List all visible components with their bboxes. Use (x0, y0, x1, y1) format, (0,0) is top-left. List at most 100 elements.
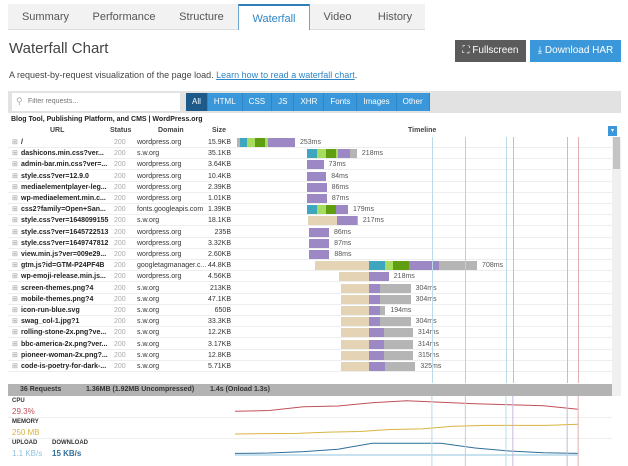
timing-queued-bar (340, 283, 369, 293)
table-row[interactable]: ⊞ style.css?ver=1645722513 200 wordpress… (8, 227, 612, 238)
scrollbar[interactable] (612, 137, 621, 396)
table-row[interactable]: ⊞ style.css?ver=1649747812 200 wordpress… (8, 238, 612, 249)
expand-icon[interactable]: ⊞ (12, 206, 18, 214)
cpu-line (234, 400, 579, 412)
filter-xhr[interactable]: XHR (294, 93, 325, 111)
expand-icon[interactable]: ⊞ (12, 183, 18, 191)
col-timeline[interactable]: Timeline (408, 127, 437, 134)
table-row[interactable]: ⊞ wp-emoji-release.min.js... 200 wordpre… (8, 271, 612, 283)
table-row[interactable]: ⊞ wp-mediaelement.min.c... 200 wordpress… (8, 193, 612, 204)
table-row[interactable]: ⊞ gtm.js?id=GTM-P24PF4B 200 googletagman… (8, 260, 612, 272)
table-row[interactable]: ⊞ style.css?ver=1648099155 200 s.w.org 1… (8, 215, 612, 227)
filter-all[interactable]: All (186, 93, 208, 111)
request-domain: wordpress.org (137, 228, 182, 236)
learn-link[interactable]: Learn how to read a waterfall chart (216, 70, 355, 80)
request-domain: wordpress.org (137, 161, 182, 169)
download-label: DOWNLOAD (52, 440, 88, 446)
expand-icon[interactable]: ⊞ (12, 295, 18, 303)
request-url: pioneer-woman-2x.png?... (21, 351, 108, 359)
expand-icon[interactable]: ⊞ (12, 273, 18, 281)
table-row[interactable]: ⊞ css2?family=Open+San... 200 fonts.goog… (8, 204, 612, 216)
timeline-menu-icon[interactable]: ▾ (608, 126, 617, 136)
tab-structure[interactable]: Structure (179, 11, 224, 23)
filter-other[interactable]: Other (396, 93, 430, 111)
col-size[interactable]: Size (212, 127, 227, 134)
timing-wait-bar (368, 294, 380, 304)
table-row[interactable]: ⊞ swag_col-1.jpg?1 200 s.w.org 33.3KB 304… (8, 316, 612, 328)
filter-images[interactable]: Images (357, 93, 397, 111)
table-row[interactable]: ⊞ code-is-poetry-for-dark-... 200 s.w.or… (8, 361, 612, 372)
expand-icon[interactable]: ⊞ (12, 262, 18, 270)
expand-icon[interactable]: ⊞ (12, 172, 18, 180)
request-size: 1.39KB (208, 206, 231, 214)
request-size: 33.3KB (208, 318, 231, 326)
expand-icon[interactable]: ⊞ (12, 329, 18, 337)
memory-value: 250 MB (12, 428, 40, 437)
request-status: 200 (114, 217, 126, 225)
table-row[interactable]: ⊞ dashicons.min.css?ver... 200 s.w.org 3… (8, 148, 612, 160)
table-row[interactable]: ⊞ pioneer-woman-2x.png?... 200 s.w.org 1… (8, 350, 612, 361)
divider (8, 438, 612, 439)
request-status: 200 (114, 195, 126, 202)
table-row[interactable]: ⊞ mediaelementplayer-leg... 200 wordpres… (8, 182, 612, 193)
table-row[interactable]: ⊞ icon-run-blue.svg 200 s.w.org 650B 194m… (8, 305, 612, 316)
request-status: 200 (114, 329, 126, 337)
col-domain[interactable]: Domain (158, 127, 184, 134)
table-row[interactable]: ⊞ / 200 wordpress.org 15.9KB 253ms (8, 137, 612, 148)
expand-icon[interactable]: ⊞ (12, 139, 18, 146)
table-row[interactable]: ⊞ style.css?ver=12.9.0 200 wordpress.org… (8, 171, 612, 182)
expand-icon[interactable]: ⊞ (12, 340, 18, 348)
expand-icon[interactable]: ⊞ (12, 217, 18, 225)
fullscreen-button[interactable]: ⛶ Fullscreen (455, 40, 526, 62)
download-har-button[interactable]: ⤓ Download HAR (530, 40, 621, 62)
request-size: 235B (214, 228, 231, 236)
scrollbar-thumb[interactable] (613, 137, 620, 169)
expand-icon[interactable]: ⊞ (12, 363, 18, 370)
request-domain: s.w.org (137, 318, 160, 326)
expand-icon[interactable]: ⊞ (12, 228, 18, 236)
table-row[interactable]: ⊞ admin-bar.min.css?ver=... 200 wordpres… (8, 159, 612, 171)
tab-waterfall[interactable]: Waterfall (238, 4, 310, 30)
tab-video[interactable]: Video (323, 11, 352, 23)
filter-fonts[interactable]: Fonts (324, 93, 358, 111)
request-url: style.css?ver=12.9.0 (21, 172, 89, 180)
col-url[interactable]: URL (50, 127, 65, 134)
expand-icon[interactable]: ⊞ (12, 150, 18, 158)
table-row[interactable]: ⊞ rolling-stone-2x.png?ve... 200 s.w.org… (8, 327, 612, 339)
filter-css[interactable]: CSS (242, 93, 273, 111)
request-url: screen-themes.png?4 (21, 284, 94, 292)
filter-input[interactable] (12, 93, 180, 111)
filter-html[interactable]: HTML (207, 93, 243, 111)
timing-wait-bar (306, 160, 324, 170)
table-row[interactable]: ⊞ mobile-themes.png?4 200 s.w.org 47.1KB… (8, 294, 612, 305)
tab-performance[interactable]: Performance (92, 11, 156, 23)
table-row[interactable]: ⊞ bbc-america-2x.png?ver... 200 s.w.org … (8, 339, 612, 350)
tab-summary[interactable]: Summary (21, 11, 70, 23)
expand-icon[interactable]: ⊞ (12, 195, 18, 202)
timing-wait-bar (368, 306, 380, 315)
expand-icon[interactable]: ⊞ (12, 307, 18, 314)
expand-icon[interactable]: ⊞ (12, 161, 18, 169)
expand-icon[interactable]: ⊞ (12, 351, 18, 359)
timing-receive-bar (356, 216, 358, 226)
expand-icon[interactable]: ⊞ (12, 239, 18, 247)
timing-receive-bar (379, 283, 411, 293)
request-status: 200 (114, 172, 126, 180)
request-url: / (21, 139, 23, 146)
download-line (234, 442, 579, 454)
request-domain: wordpress.org (137, 239, 182, 247)
col-status[interactable]: Status (110, 127, 132, 134)
tab-history[interactable]: History (377, 11, 413, 23)
filter-js[interactable]: JS (272, 93, 295, 111)
request-domain: googletagmanager.c... (137, 262, 207, 270)
table-row[interactable]: ⊞ view.min.js?ver=009e29... 200 wordpres… (8, 249, 612, 260)
expand-icon[interactable]: ⊞ (12, 318, 18, 326)
expand-icon[interactable]: ⊞ (12, 251, 18, 258)
timing-wait-bar (368, 362, 385, 371)
timing-ssl-bar (325, 205, 337, 215)
table-row[interactable]: ⊞ screen-themes.png?4 200 s.w.org 213KB 3… (8, 283, 612, 294)
expand-icon[interactable]: ⊞ (12, 284, 18, 292)
duration-label: 194ms (390, 307, 412, 314)
timing-wait-bar (368, 272, 389, 282)
timing-wait-bar (309, 227, 329, 237)
